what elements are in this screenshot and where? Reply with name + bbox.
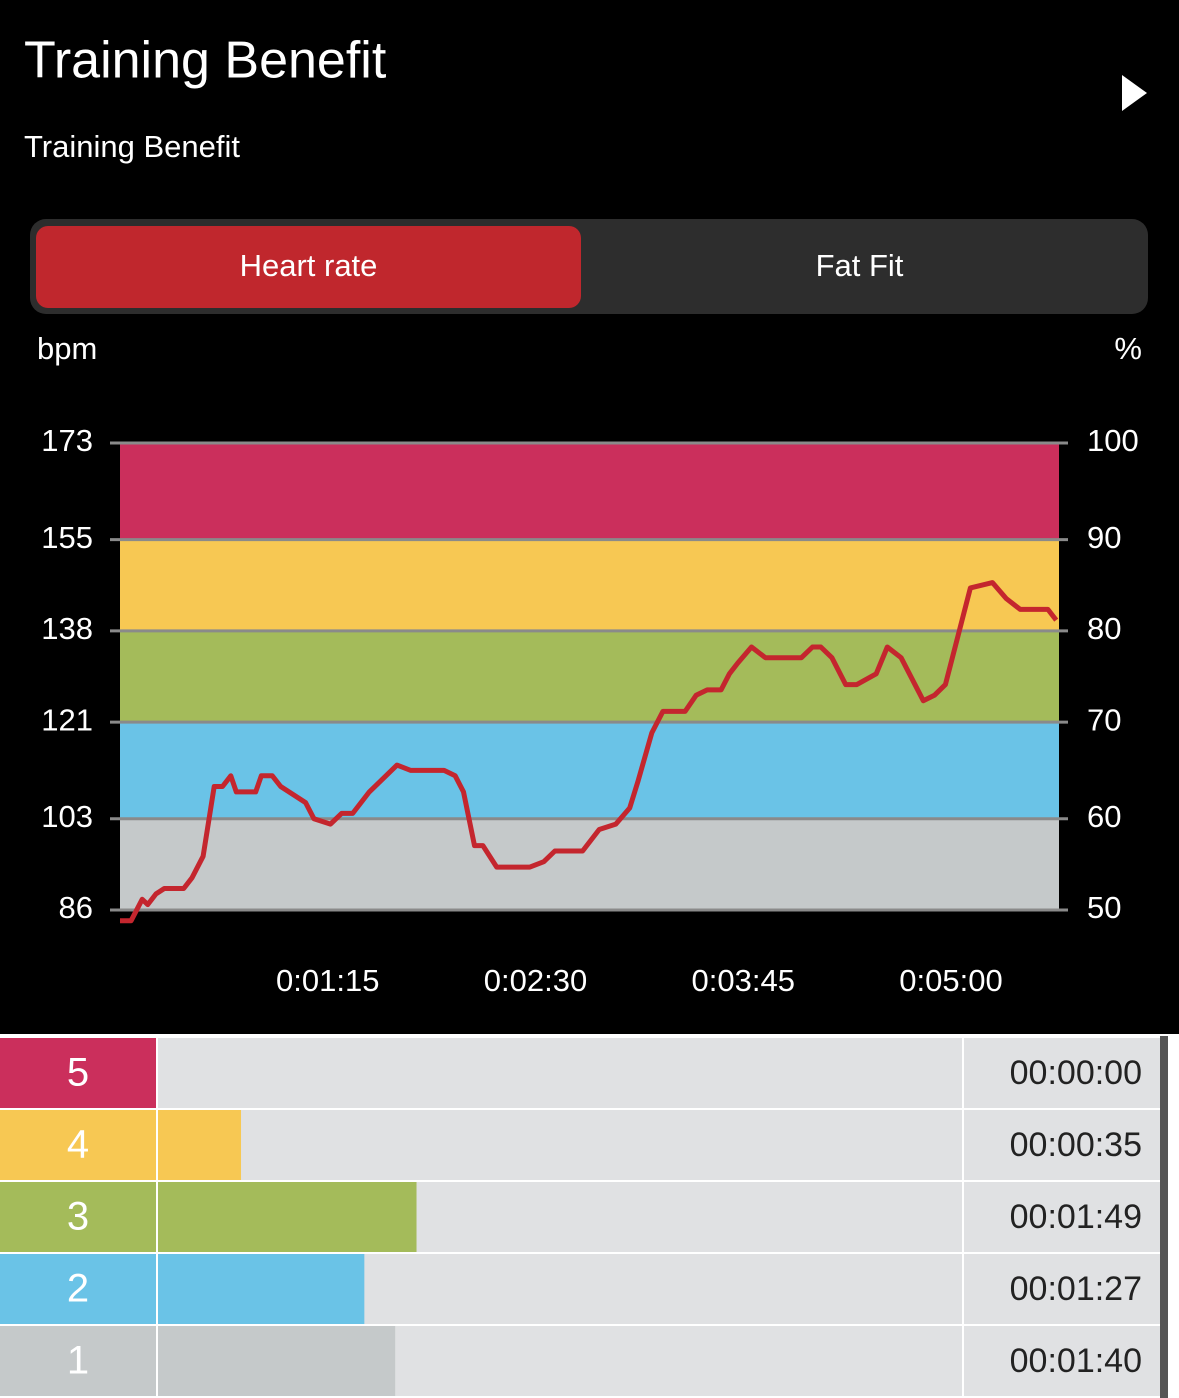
scrollbar [1160,1036,1168,1398]
zone-time: 00:00:00 [1010,1054,1142,1092]
zone-number: 3 [67,1195,89,1239]
zone-bar [158,1326,396,1396]
heart-rate-line [120,580,1059,924]
zone-number: 5 [67,1051,89,1095]
y2-axis-label: % [1114,331,1142,366]
tab-selected[interactable] [36,226,581,308]
y2-tick-label: 90 [1087,520,1121,555]
zone-number-cell [0,1326,156,1396]
zone-band [120,539,1059,631]
zone-time-cell [964,1110,1160,1180]
zone-band [120,722,1059,819]
y-axis-label: bpm [37,331,97,366]
zone-band [120,443,1059,540]
x-tick-label: 0:02:30 [484,963,587,998]
y-tick-label: 173 [41,423,93,458]
page-title: Training Benefit [24,32,387,90]
zone-time-cell [964,1254,1160,1324]
zone-bar [158,1254,365,1324]
y2-tick-label: 50 [1087,890,1121,925]
y-tick-label: 86 [59,890,93,925]
zone-time: 00:01:49 [1010,1198,1142,1236]
y-tick-label: 121 [41,702,93,737]
x-tick-label: 0:05:00 [899,963,1002,998]
zone-number: 4 [67,1123,89,1167]
y2-tick-label: 80 [1087,611,1121,646]
zone-number-cell [0,1254,156,1324]
zone-number: 1 [67,1339,89,1383]
zone-number: 2 [67,1267,89,1311]
zone-bar-track [158,1038,962,1108]
tab-label[interactable]: Heart rate [240,248,378,283]
zone-time-cell [964,1182,1160,1252]
y-tick-label: 138 [41,611,93,646]
zone-time-cell [964,1326,1160,1396]
zone-bar [158,1182,417,1252]
y-tick-label: 103 [41,799,93,834]
zone-time-cell [964,1038,1160,1108]
zone-number-cell [0,1038,156,1108]
y-tick-label: 155 [41,520,93,555]
page-subtitle: Training Benefit [24,129,240,164]
zone-time: 00:00:35 [1010,1126,1142,1164]
y2-tick-label: 70 [1087,702,1121,737]
zone-band [120,818,1059,910]
next-button[interactable] [1122,75,1147,111]
y2-tick-label: 100 [1087,423,1139,458]
zone-number-cell [0,1110,156,1180]
zone-bar [158,1110,242,1180]
zone-band [120,630,1059,723]
zone-bar-track [158,1110,962,1180]
y2-tick-label: 60 [1087,799,1121,834]
zone-time: 00:01:27 [1010,1270,1142,1308]
tab-label[interactable]: Fat Fit [816,248,904,283]
zone-time: 00:01:40 [1010,1342,1142,1380]
x-tick-label: 0:03:45 [692,963,795,998]
x-tick-label: 0:01:15 [276,963,379,998]
zone-number-cell [0,1182,156,1252]
